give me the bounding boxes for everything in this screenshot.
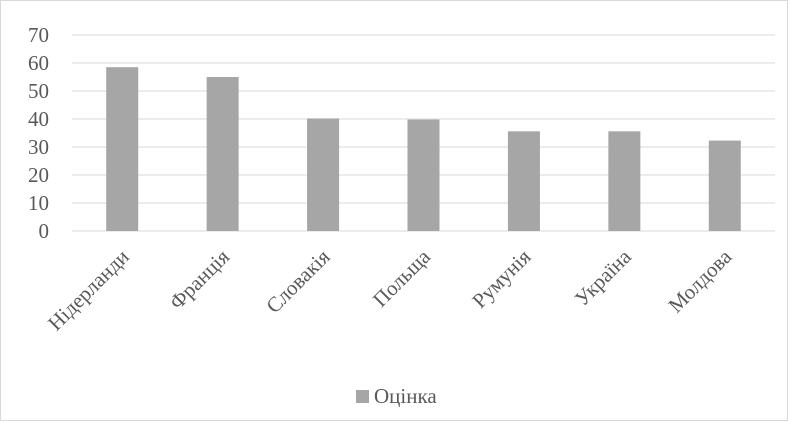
x-category-label: Польща: [368, 244, 436, 312]
y-tick-label: 20: [28, 163, 49, 187]
y-axis-ticks: 0 10 20 30 40 50 60 70: [28, 23, 49, 243]
bar: [307, 118, 340, 231]
y-tick-label: 0: [39, 219, 50, 243]
legend: Оцінка: [356, 384, 437, 408]
y-tick-label: 40: [28, 107, 49, 131]
x-category-label: Румунія: [467, 244, 535, 312]
legend-swatch: [356, 390, 369, 403]
y-tick-label: 70: [28, 23, 49, 47]
x-category-label: Україна: [570, 244, 637, 311]
x-category-label: Франція: [165, 244, 235, 314]
bar: [608, 131, 641, 231]
x-category-label: Молдова: [663, 244, 736, 317]
bars: [106, 67, 741, 231]
x-category-label: Словакія: [261, 244, 335, 318]
bar: [407, 119, 440, 231]
y-tick-label: 50: [28, 79, 49, 103]
bar: [206, 77, 239, 231]
y-tick-label: 10: [28, 191, 49, 215]
bar: [106, 67, 139, 231]
gridlines: [72, 34, 775, 232]
x-axis-labels: Нідерланди Франція Словакія Польща Румунія Ук…: [43, 244, 737, 335]
bar: [708, 140, 741, 231]
y-tick-label: 60: [28, 51, 49, 75]
legend-label: Оцінка: [374, 384, 437, 408]
y-tick-label: 30: [28, 135, 49, 159]
bar: [507, 131, 540, 231]
x-category-label: Нідерланди: [43, 245, 134, 336]
